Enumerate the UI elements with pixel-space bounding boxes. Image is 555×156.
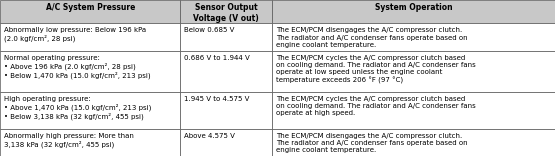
- Bar: [272, 23, 555, 51]
- Text: Abnormally high pressure: More than
3,138 kPa (32 kgf/cm², 455 psi): Abnormally high pressure: More than 3,13…: [4, 133, 134, 148]
- Text: Above 4.575 V: Above 4.575 V: [184, 133, 235, 139]
- Bar: [0, 0, 180, 23]
- Text: Abnormally low pressure: Below 196 kPa
(2.0 kgf/cm², 28 psi): Abnormally low pressure: Below 196 kPa (…: [4, 27, 146, 42]
- Bar: [272, 51, 555, 92]
- Text: System Operation: System Operation: [375, 3, 452, 12]
- Bar: [0, 23, 180, 51]
- Text: 1.945 V to 4.575 V: 1.945 V to 4.575 V: [184, 96, 250, 102]
- Text: 0.686 V to 1.944 V: 0.686 V to 1.944 V: [184, 55, 250, 61]
- Text: The ECM/PCM cycles the A/C compressor clutch based
on cooling demand. The radiat: The ECM/PCM cycles the A/C compressor cl…: [276, 55, 476, 84]
- Text: The ECM/PCM cycles the A/C compressor clutch based
on cooling demand. The radiat: The ECM/PCM cycles the A/C compressor cl…: [276, 96, 476, 116]
- Text: The ECM/PCM disengages the A/C compressor clutch.
The radiator and A/C condenser: The ECM/PCM disengages the A/C compresso…: [276, 27, 467, 48]
- Text: Sensor Output
Voltage (V out): Sensor Output Voltage (V out): [193, 3, 259, 22]
- Bar: [180, 51, 272, 92]
- Bar: [180, 23, 272, 51]
- Text: A/C System Pressure: A/C System Pressure: [46, 3, 135, 12]
- Text: Normal operating pressure:
• Above 196 kPa (2.0 kgf/cm², 28 psi)
• Below 1,470 k: Normal operating pressure: • Above 196 k…: [4, 55, 150, 79]
- Bar: [180, 129, 272, 156]
- Bar: [0, 129, 180, 156]
- Bar: [272, 92, 555, 129]
- Text: High operating pressure:
• Above 1,470 kPa (15.0 kgf/cm², 213 psi)
• Below 3,138: High operating pressure: • Above 1,470 k…: [4, 96, 152, 120]
- Bar: [180, 92, 272, 129]
- Bar: [0, 51, 180, 92]
- Bar: [0, 92, 180, 129]
- Bar: [272, 0, 555, 23]
- Text: Below 0.685 V: Below 0.685 V: [184, 27, 235, 33]
- Text: The ECM/PCM disengages the A/C compressor clutch.
The radiator and A/C condenser: The ECM/PCM disengages the A/C compresso…: [276, 133, 467, 153]
- Bar: [272, 129, 555, 156]
- Bar: [180, 0, 272, 23]
